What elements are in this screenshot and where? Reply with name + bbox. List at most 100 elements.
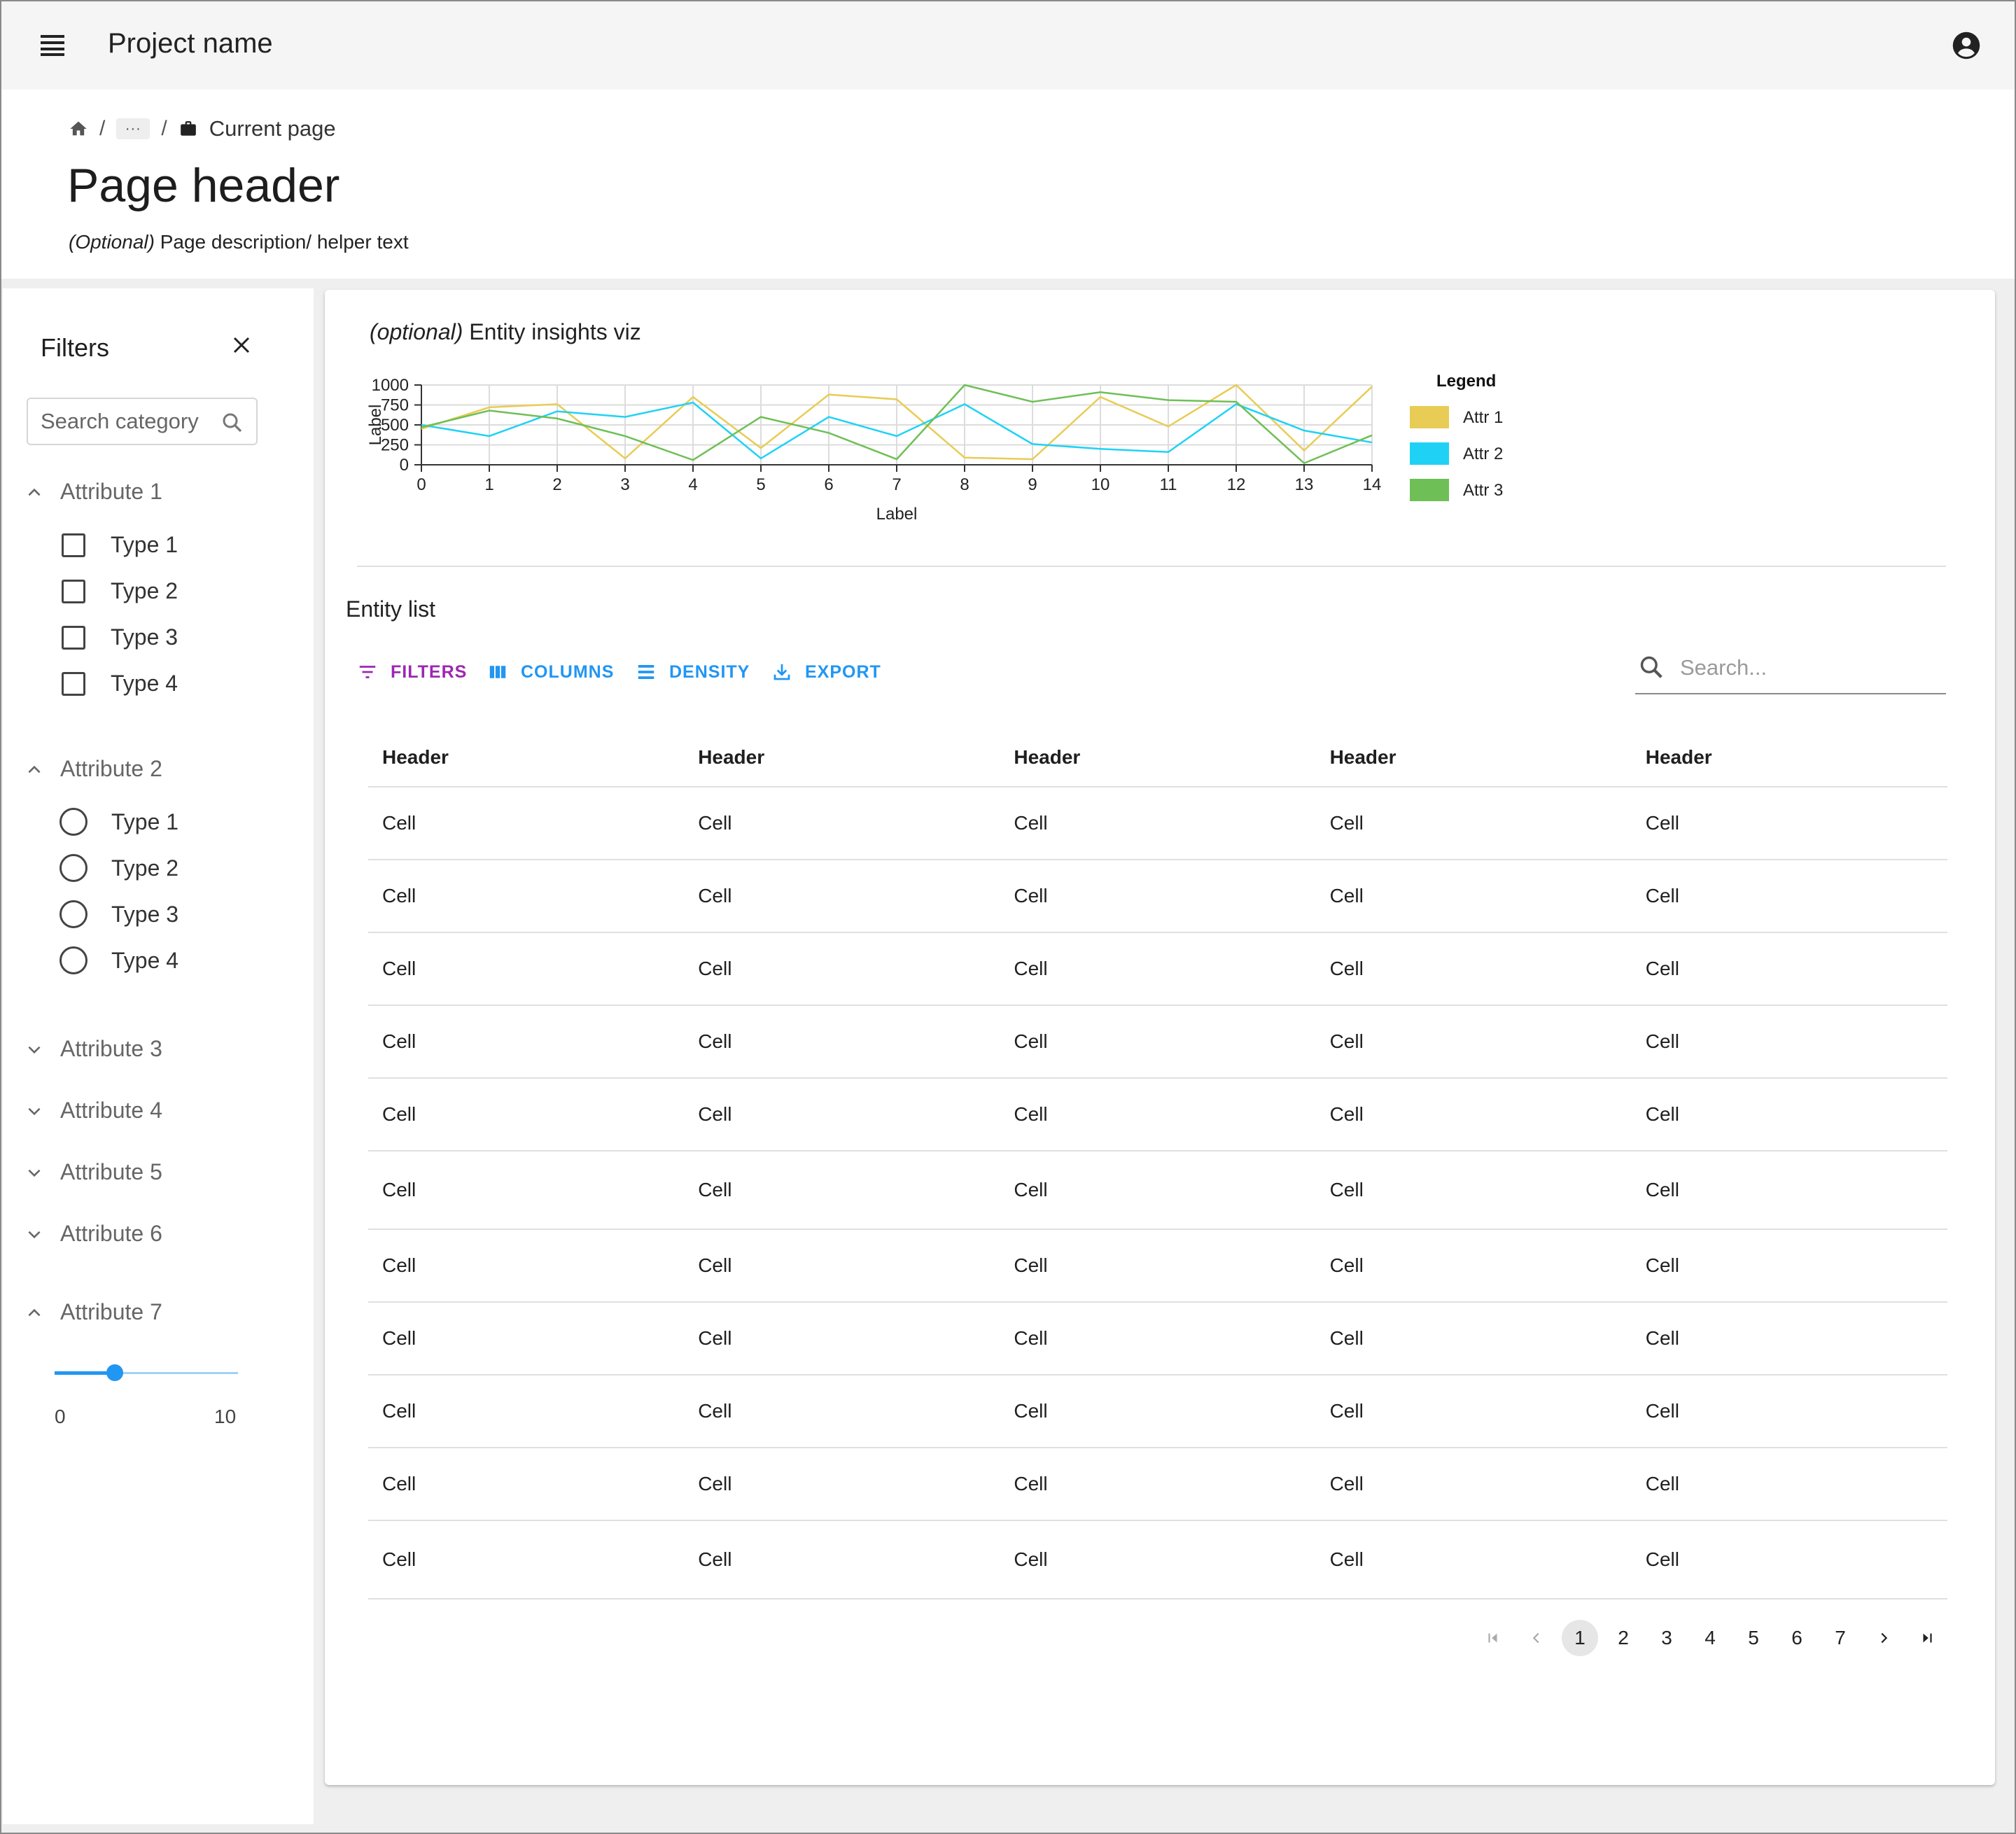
checkbox[interactable] <box>62 625 85 650</box>
page-button-1[interactable]: 1 <box>1562 1620 1598 1656</box>
radio-button[interactable] <box>59 900 88 928</box>
table-cell: Cell <box>684 860 1000 933</box>
close-icon[interactable] <box>231 335 252 356</box>
last-page-icon <box>1923 1633 1932 1643</box>
slider-thumb[interactable] <box>106 1364 124 1381</box>
first-page-button[interactable] <box>1475 1620 1511 1656</box>
column-header[interactable]: Header <box>684 728 1000 788</box>
page-button-6[interactable]: 6 <box>1791 1627 1802 1648</box>
home-icon[interactable] <box>69 119 88 139</box>
menu-icon[interactable] <box>41 35 64 56</box>
attribute-2-option-2[interactable]: Type 2 <box>59 854 178 882</box>
density-button[interactable]: DENSITY <box>636 661 750 683</box>
column-header[interactable]: Header <box>1631 728 1947 788</box>
attribute-1-option-2[interactable]: Type 2 <box>62 578 178 604</box>
table-cell: Cell <box>1315 860 1632 933</box>
table-row[interactable]: Cell Cell Cell Cell Cell <box>368 1005 1947 1079</box>
table-row[interactable]: Cell Cell Cell Cell Cell <box>368 1229 1947 1303</box>
table-search-input[interactable] <box>1680 654 1932 682</box>
radio-button[interactable] <box>59 946 88 974</box>
table-cell: Cell <box>1000 932 1316 1006</box>
table-cell: Cell <box>684 1078 1000 1152</box>
attribute-1-toggle[interactable]: Attribute 1 <box>25 479 162 505</box>
breadcrumb-collapsed-button[interactable]: ··· <box>116 118 150 139</box>
attribute-7-label: Attribute 7 <box>60 1299 162 1324</box>
filters-button[interactable]: FILTERS <box>357 661 467 683</box>
page-button-3[interactable]: 3 <box>1661 1627 1672 1648</box>
column-header[interactable]: Header <box>1315 728 1632 788</box>
chevron-down-icon <box>28 1169 41 1177</box>
table-cell: Cell <box>1631 1005 1947 1079</box>
attribute-2-label: Attribute 2 <box>60 756 162 781</box>
column-header[interactable]: Header <box>1000 728 1316 788</box>
attribute-1-option-4[interactable]: Type 4 <box>62 671 178 696</box>
checkbox[interactable] <box>62 671 85 696</box>
table-row[interactable]: Cell Cell Cell Cell Cell <box>368 932 1947 1006</box>
slider-max-label: 10 <box>214 1406 237 1427</box>
table-row[interactable]: Cell Cell Cell Cell Cell <box>368 1078 1947 1152</box>
attribute-2-option-4[interactable]: Type 4 <box>59 946 178 974</box>
filters-title: Filters <box>41 333 109 362</box>
chevron-up-icon <box>28 765 41 773</box>
x-tick-label: 2 <box>552 475 561 494</box>
account-circle-icon[interactable] <box>1952 31 1981 60</box>
series-line-attr-3 <box>421 384 1373 465</box>
export-button[interactable]: EXPORT <box>771 661 881 683</box>
table-row[interactable]: Cell Cell Cell Cell Cell <box>368 787 1947 860</box>
table-row[interactable]: Cell Cell Cell Cell Cell <box>368 1151 1947 1230</box>
series-line-attr-2 <box>421 401 1373 460</box>
slider-track[interactable] <box>55 1372 238 1374</box>
column-header[interactable]: Header <box>368 728 685 788</box>
table-cell: Cell <box>368 1302 685 1376</box>
attribute-4-toggle[interactable]: Attribute 4 <box>25 1098 162 1124</box>
table-row[interactable]: Cell Cell Cell Cell Cell <box>368 1375 1947 1448</box>
option-label: Type 2 <box>111 578 178 603</box>
table-cell: Cell <box>368 860 685 933</box>
breadcrumb: / ··· / Current page <box>69 115 336 143</box>
table-cell: Cell <box>1000 860 1316 933</box>
checkbox[interactable] <box>62 579 85 603</box>
next-page-button[interactable] <box>1865 1620 1902 1656</box>
attribute-6-label: Attribute 6 <box>60 1221 162 1246</box>
last-page-button[interactable] <box>1909 1620 1945 1656</box>
table-row[interactable]: Cell Cell Cell Cell Cell <box>368 1302 1947 1376</box>
attribute-6-toggle[interactable]: Attribute 6 <box>25 1221 162 1247</box>
attribute-1-option-3[interactable]: Type 3 <box>62 624 178 650</box>
density-button-label: DENSITY <box>669 662 750 682</box>
radio-button[interactable] <box>59 808 88 836</box>
category-search-input[interactable] <box>41 409 216 434</box>
attribute-5-toggle[interactable]: Attribute 5 <box>25 1159 162 1185</box>
table-cell: Cell <box>1000 1448 1316 1521</box>
page-button-4[interactable]: 4 <box>1704 1627 1716 1648</box>
page-button-5[interactable]: 5 <box>1748 1627 1759 1648</box>
attribute-2-option-3[interactable]: Type 3 <box>59 900 178 928</box>
page-button-7[interactable]: 7 <box>1835 1627 1846 1648</box>
legend-label: Attr 1 <box>1463 408 1503 427</box>
attribute-2-toggle[interactable]: Attribute 2 <box>25 756 162 782</box>
table-row[interactable]: Cell Cell Cell Cell Cell <box>368 860 1947 933</box>
option-label: Type 1 <box>111 532 178 557</box>
slider-fill <box>55 1371 115 1375</box>
previous-page-button[interactable] <box>1518 1620 1555 1656</box>
attribute-1-option-1[interactable]: Type 1 <box>62 532 178 558</box>
table-cell: Cell <box>1631 932 1947 1006</box>
attribute-2-option-1[interactable]: Type 1 <box>59 808 178 836</box>
columns-button[interactable]: COLUMNS <box>487 661 614 683</box>
table-cell: Cell <box>1315 787 1632 860</box>
radio-button[interactable] <box>59 854 88 882</box>
columns-button-label: COLUMNS <box>521 662 615 682</box>
page-button-2[interactable]: 2 <box>1618 1627 1629 1648</box>
y-axis-label: Label <box>367 405 385 446</box>
checkbox[interactable] <box>62 533 85 557</box>
table-cell: Cell <box>1631 787 1947 860</box>
x-tick-label: 3 <box>620 475 629 494</box>
table-row[interactable]: Cell Cell Cell Cell Cell <box>368 1520 1947 1600</box>
attribute-3-toggle[interactable]: Attribute 3 <box>25 1036 162 1062</box>
attribute-7-toggle[interactable]: Attribute 7 <box>25 1299 162 1325</box>
table-cell: Cell <box>1315 1302 1632 1376</box>
breadcrumb-current: Current page <box>209 116 336 141</box>
table-row[interactable]: Cell Cell Cell Cell Cell <box>368 1448 1947 1521</box>
table-cell: Cell <box>1315 1078 1632 1152</box>
